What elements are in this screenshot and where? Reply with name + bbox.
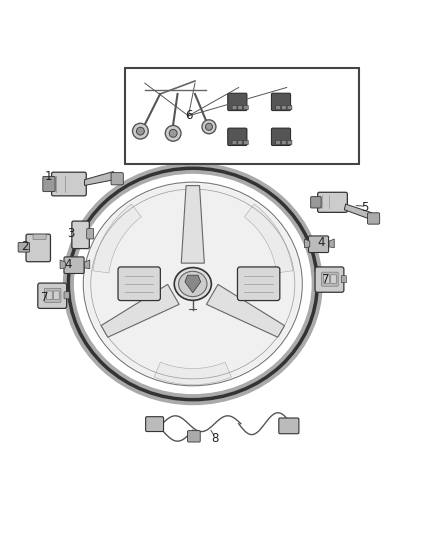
FancyBboxPatch shape [118,267,160,301]
Bar [125,68,359,164]
FancyBboxPatch shape [331,275,336,284]
FancyBboxPatch shape [38,283,67,309]
FancyBboxPatch shape [272,93,290,111]
FancyBboxPatch shape [244,140,248,144]
Text: 4: 4 [65,258,72,271]
FancyBboxPatch shape [64,257,84,273]
Text: 8: 8 [211,432,218,446]
Polygon shape [85,172,114,185]
FancyBboxPatch shape [232,140,237,144]
FancyBboxPatch shape [228,93,247,111]
FancyBboxPatch shape [315,267,344,292]
FancyBboxPatch shape [282,140,286,144]
FancyBboxPatch shape [341,276,346,282]
FancyBboxPatch shape [53,291,59,300]
Wedge shape [93,204,141,273]
FancyBboxPatch shape [44,288,61,302]
FancyBboxPatch shape [276,140,281,144]
FancyBboxPatch shape [187,431,200,442]
Text: 7: 7 [322,273,330,286]
Circle shape [169,130,177,138]
FancyBboxPatch shape [279,418,299,434]
FancyBboxPatch shape [43,176,55,192]
FancyBboxPatch shape [64,292,69,299]
FancyBboxPatch shape [238,106,243,110]
Text: 3: 3 [67,227,74,240]
FancyBboxPatch shape [367,213,380,224]
Polygon shape [344,204,372,220]
Ellipse shape [179,271,207,297]
FancyBboxPatch shape [324,275,329,284]
Polygon shape [304,239,310,248]
FancyBboxPatch shape [52,172,86,196]
Ellipse shape [174,268,212,300]
Polygon shape [85,260,90,269]
Text: 7: 7 [41,290,48,304]
FancyBboxPatch shape [272,128,290,146]
FancyBboxPatch shape [33,234,46,239]
FancyBboxPatch shape [111,173,123,185]
Polygon shape [101,285,179,337]
Ellipse shape [85,183,301,385]
FancyBboxPatch shape [87,229,94,239]
FancyBboxPatch shape [282,106,286,110]
FancyBboxPatch shape [287,106,292,110]
Text: 6: 6 [185,109,192,123]
FancyBboxPatch shape [321,272,338,286]
Polygon shape [185,275,201,293]
FancyBboxPatch shape [237,267,280,301]
Text: 2: 2 [21,240,28,253]
Text: 5: 5 [362,201,369,214]
Wedge shape [244,204,293,273]
FancyBboxPatch shape [72,221,89,248]
FancyBboxPatch shape [18,243,29,252]
Circle shape [137,127,145,135]
FancyBboxPatch shape [146,417,163,432]
FancyBboxPatch shape [244,106,248,110]
FancyBboxPatch shape [26,234,50,262]
Polygon shape [329,239,334,248]
FancyBboxPatch shape [46,291,52,300]
FancyBboxPatch shape [228,128,247,146]
Circle shape [133,123,148,139]
Text: 1: 1 [45,171,53,183]
Circle shape [165,125,181,141]
FancyBboxPatch shape [238,140,243,144]
Circle shape [202,120,216,134]
Polygon shape [181,185,205,263]
FancyBboxPatch shape [318,192,347,212]
FancyBboxPatch shape [276,106,281,110]
FancyBboxPatch shape [311,197,321,208]
Text: 4: 4 [318,236,325,249]
Circle shape [205,123,212,130]
Polygon shape [60,260,65,269]
FancyBboxPatch shape [232,106,237,110]
FancyBboxPatch shape [308,236,328,253]
Polygon shape [206,285,285,337]
Wedge shape [154,362,231,385]
FancyBboxPatch shape [287,140,292,144]
